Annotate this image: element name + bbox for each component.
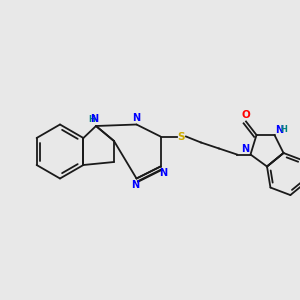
Text: N: N — [159, 168, 168, 178]
Text: N: N — [241, 144, 249, 154]
Text: N: N — [275, 124, 283, 135]
Text: O: O — [242, 110, 250, 120]
Text: H: H — [281, 125, 287, 134]
Text: N: N — [132, 113, 141, 123]
Text: N: N — [131, 180, 139, 190]
Text: S: S — [178, 131, 185, 142]
Text: H: H — [88, 116, 95, 124]
Text: N: N — [90, 114, 99, 124]
